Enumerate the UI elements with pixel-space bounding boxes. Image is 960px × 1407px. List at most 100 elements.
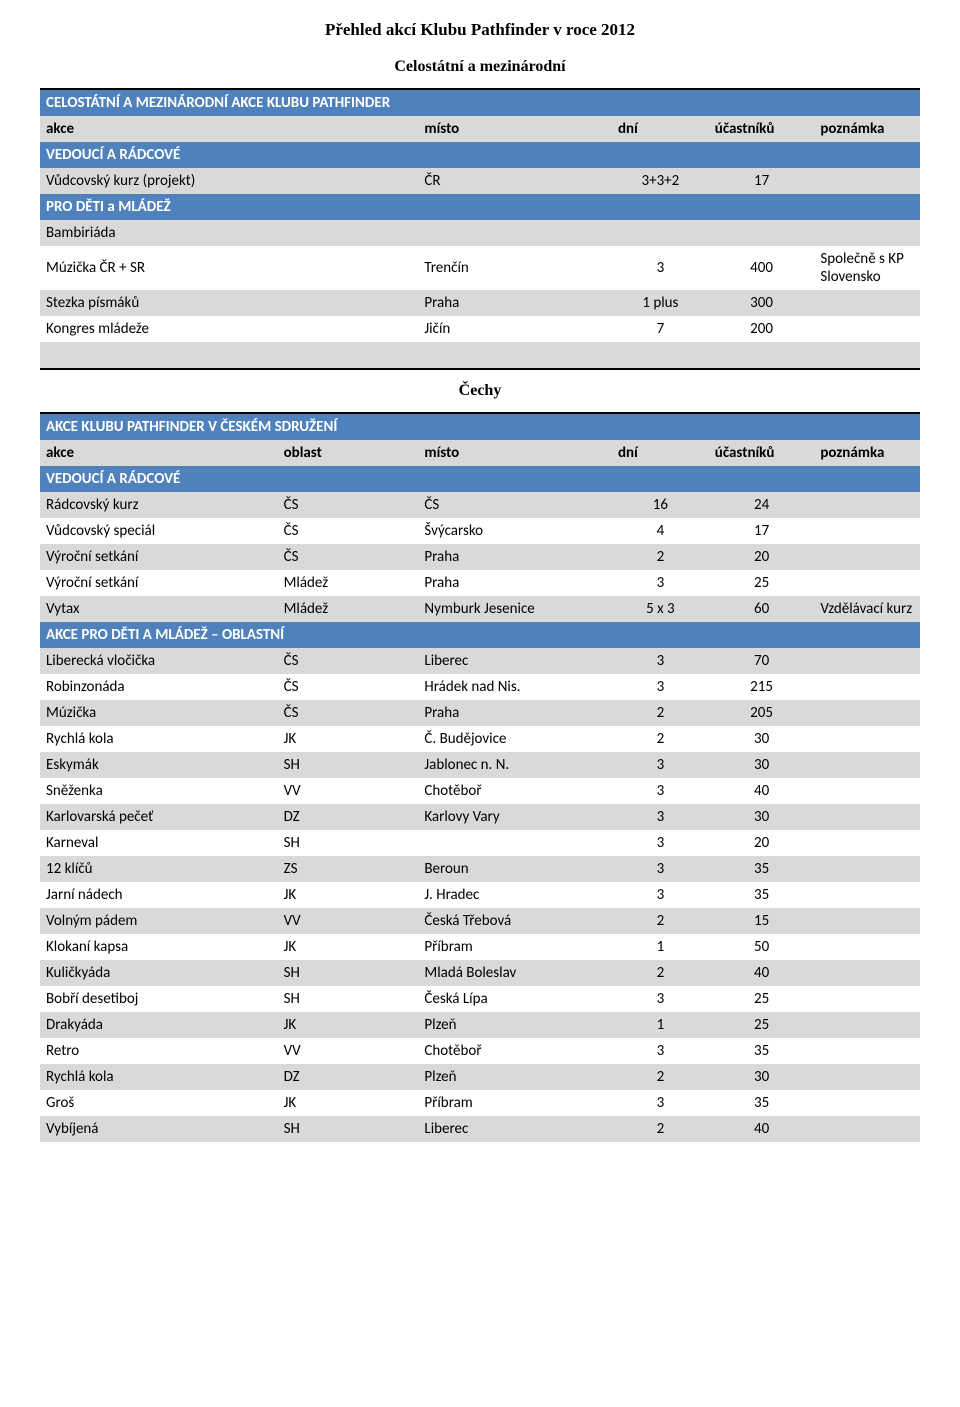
cell: 2 bbox=[612, 908, 709, 934]
table-cechy: AKCE KLUBU PATHFINDER V ČESKÉM SDRUŽENÍ … bbox=[40, 412, 920, 1142]
cell: Karneval bbox=[40, 830, 278, 856]
cell: ČS bbox=[278, 700, 419, 726]
hdr-ucast: účastníků bbox=[709, 440, 815, 466]
band-row: VEDOUCÍ A RÁDCOVÉ bbox=[40, 466, 920, 492]
cell: Jarní nádech bbox=[40, 882, 278, 908]
cell: 1 bbox=[612, 1012, 709, 1038]
cell: Vytax bbox=[40, 596, 278, 622]
cell: JK bbox=[278, 726, 419, 752]
cell: 205 bbox=[709, 700, 815, 726]
cell: DZ bbox=[278, 804, 419, 830]
cell: Sněženka bbox=[40, 778, 278, 804]
hdr-pozn: poznámka bbox=[814, 440, 920, 466]
cell bbox=[278, 220, 419, 246]
cell: 40 bbox=[709, 1116, 815, 1142]
table-row: Stezka písmáků Praha 1 plus 300 bbox=[40, 290, 920, 316]
table-row: SněženkaVVChotěboř340 bbox=[40, 778, 920, 804]
cell: Mládež bbox=[278, 570, 419, 596]
cell: 40 bbox=[709, 960, 815, 986]
cell bbox=[814, 570, 920, 596]
cell: 3 bbox=[612, 570, 709, 596]
cell bbox=[814, 674, 920, 700]
cell: 3 bbox=[612, 1090, 709, 1116]
cell: JK bbox=[278, 934, 419, 960]
cell: 25 bbox=[709, 1012, 815, 1038]
header-row: akce oblast místo dní účastníků poznámka bbox=[40, 440, 920, 466]
cell bbox=[814, 934, 920, 960]
cell: 2 bbox=[612, 1064, 709, 1090]
band-row: CELOSTÁTNÍ A MEZINÁRODNÍ AKCE KLUBU PATH… bbox=[40, 89, 920, 116]
cell: 7 bbox=[612, 316, 709, 342]
cell: SH bbox=[278, 986, 419, 1012]
cell bbox=[278, 168, 419, 194]
cell bbox=[612, 220, 709, 246]
hdr-akce: akce bbox=[40, 116, 278, 142]
table-row: Liberecká vločičkaČSLiberec370 bbox=[40, 648, 920, 674]
cell: ČS bbox=[418, 492, 612, 518]
cell: 400 bbox=[709, 246, 815, 290]
cell: 3 bbox=[612, 752, 709, 778]
page-title: Přehled akcí Klubu Pathfinder v roce 201… bbox=[40, 20, 920, 40]
cell: Kongres mládeže bbox=[40, 316, 278, 342]
cell: Beroun bbox=[418, 856, 612, 882]
cell: Chotěboř bbox=[418, 1038, 612, 1064]
cell: 40 bbox=[709, 778, 815, 804]
band-label: PRO DĚTI a MLÁDEŽ bbox=[40, 194, 920, 220]
cell bbox=[814, 316, 920, 342]
cell: 1 plus bbox=[612, 290, 709, 316]
cell: 2 bbox=[612, 960, 709, 986]
cell bbox=[40, 342, 920, 369]
cell: Nymburk Jesenice bbox=[418, 596, 612, 622]
cell: 3 bbox=[612, 1038, 709, 1064]
cell: Vybíjená bbox=[40, 1116, 278, 1142]
cell bbox=[814, 544, 920, 570]
cell: Volným pádem bbox=[40, 908, 278, 934]
cell: 12 klíčů bbox=[40, 856, 278, 882]
table-row: VybíjenáSHLiberec240 bbox=[40, 1116, 920, 1142]
cell bbox=[814, 700, 920, 726]
cell: Praha bbox=[418, 290, 612, 316]
cell: 70 bbox=[709, 648, 815, 674]
cell: Plzeň bbox=[418, 1064, 612, 1090]
cell: ČS bbox=[278, 492, 419, 518]
cell: 35 bbox=[709, 882, 815, 908]
cell: 16 bbox=[612, 492, 709, 518]
cell: Plzeň bbox=[418, 1012, 612, 1038]
table-row: Rádcovský kurzČSČS1624 bbox=[40, 492, 920, 518]
cell: Vůdcovský speciál bbox=[40, 518, 278, 544]
band-label: AKCE PRO DĚTI A MLÁDEŽ – OBLASTNÍ bbox=[40, 622, 920, 648]
cell: Č. Budějovice bbox=[418, 726, 612, 752]
band-label: VEDOUCÍ A RÁDCOVÉ bbox=[40, 142, 920, 168]
header-row: akce místo dní účastníků poznámka bbox=[40, 116, 920, 142]
cell: ČS bbox=[278, 544, 419, 570]
table-row: GrošJKPříbram335 bbox=[40, 1090, 920, 1116]
cell: Hrádek nad Nis. bbox=[418, 674, 612, 700]
table-national: CELOSTÁTNÍ A MEZINÁRODNÍ AKCE KLUBU PATH… bbox=[40, 88, 920, 370]
cell bbox=[709, 220, 815, 246]
cell bbox=[814, 1064, 920, 1090]
cell: Výroční setkání bbox=[40, 544, 278, 570]
cell: Mladá Boleslav bbox=[418, 960, 612, 986]
cell: Příbram bbox=[418, 1090, 612, 1116]
cell: 35 bbox=[709, 1038, 815, 1064]
table-row: 12 klíčůZSBeroun335 bbox=[40, 856, 920, 882]
cell: 3 bbox=[612, 804, 709, 830]
table-row: Klokaní kapsaJKPříbram150 bbox=[40, 934, 920, 960]
cell: Česká Lípa bbox=[418, 986, 612, 1012]
cell: ČR bbox=[418, 168, 612, 194]
cell: JK bbox=[278, 882, 419, 908]
cell: 2 bbox=[612, 726, 709, 752]
cell: Praha bbox=[418, 570, 612, 596]
cell: ČS bbox=[278, 518, 419, 544]
cell bbox=[814, 220, 920, 246]
cell: 300 bbox=[709, 290, 815, 316]
cell: Robinzonáda bbox=[40, 674, 278, 700]
cell: 3 bbox=[612, 830, 709, 856]
cell: VV bbox=[278, 908, 419, 934]
cell: 3 bbox=[612, 648, 709, 674]
cell: 2 bbox=[612, 700, 709, 726]
cell: 17 bbox=[709, 518, 815, 544]
table-row bbox=[40, 342, 920, 369]
hdr-oblast bbox=[278, 116, 419, 142]
cell: 2 bbox=[612, 544, 709, 570]
